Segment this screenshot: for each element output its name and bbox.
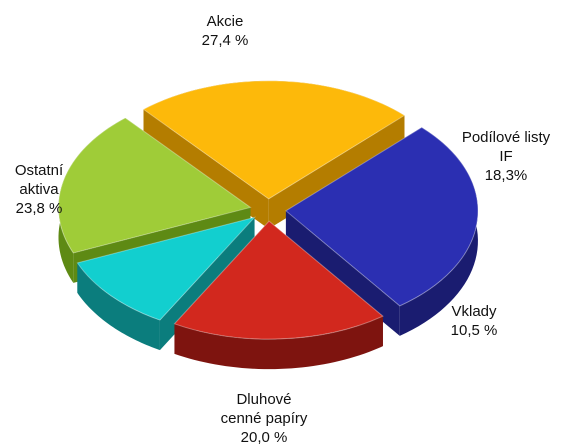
slice-label-podilove-listy-value: 18,3% [484, 167, 528, 184]
pie-slice-1 [173, 220, 384, 340]
slice-label-dluhove-papiry-name-2: cenné papíry [220, 410, 308, 427]
slice-label-ostatni-aktiva: Ostatní aktiva 23,8 % [0, 161, 78, 218]
slice-label-vklady-value: 10,5 % [450, 322, 498, 339]
slice-label-podilove-listy: Podílové listy IF 18,3% [448, 128, 564, 185]
slice-side-2-rim [77, 262, 160, 351]
slice-label-ostatni-aktiva-name-1: Ostatní [14, 162, 64, 179]
slice-label-podilove-listy-name-2: IF [499, 148, 513, 165]
slice-label-ostatni-aktiva-value: 23,8 % [15, 200, 63, 217]
slice-label-dluhove-papiry-name-1: Dluhové [236, 391, 292, 408]
slice-side-0-face-1 [285, 210, 400, 336]
slice-label-podilove-listy-name-1: Podílové listy [461, 129, 551, 146]
pie-slice-3 [58, 117, 252, 254]
pie-slice-0 [285, 126, 479, 307]
pie-slice-2 [76, 216, 257, 321]
slice-label-akcie: Akcie 27,4 % [180, 12, 270, 50]
slice-label-ostatni-aktiva-name-2: aktiva [19, 181, 59, 198]
slice-label-akcie-value: 27,4 % [201, 32, 249, 49]
slice-label-vklady-name: Vklady [451, 303, 497, 320]
slice-label-dluhove-papiry-value: 20,0 % [240, 429, 288, 446]
slice-label-dluhove-papiry: Dluhové cenné papíry 20,0 % [204, 390, 324, 447]
slice-label-akcie-name: Akcie [206, 13, 244, 30]
slice-label-vklady: Vklady 10,5 % [434, 302, 514, 340]
slice-side-4-face-1 [268, 115, 405, 229]
slice-side-1-rim [174, 316, 383, 370]
pie-slice-4 [142, 80, 406, 200]
